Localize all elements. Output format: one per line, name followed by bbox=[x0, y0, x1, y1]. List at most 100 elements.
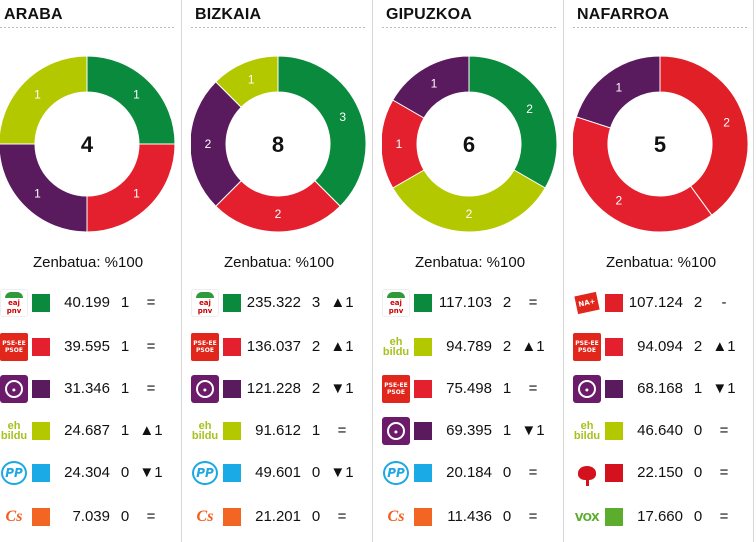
party-result-row: ● 121.228 2 ▼1 bbox=[191, 374, 374, 404]
party-result-row: eh bildu 91.612 1 = bbox=[191, 416, 374, 446]
party-color-swatch bbox=[32, 338, 50, 356]
seat-change: = bbox=[146, 294, 156, 311]
seat-change: = bbox=[528, 380, 538, 397]
party-result-row: PSE-EE PSOE 136.037 2 ▲1 bbox=[191, 332, 374, 362]
vote-count: 117.103 bbox=[438, 294, 492, 311]
counted-percentage: Zenbatua: %100 bbox=[223, 254, 335, 271]
seat-count: 1 bbox=[120, 338, 130, 355]
pp-logo: PP bbox=[382, 459, 410, 487]
party-result-row: VOX 17.660 0 = bbox=[573, 502, 756, 532]
donut-slice bbox=[659, 56, 749, 216]
seat-count: 2 bbox=[311, 380, 321, 397]
total-seats-label: 5 bbox=[654, 132, 666, 157]
pse-logo-part: PSOE bbox=[387, 389, 405, 396]
pp-logo: PP bbox=[191, 459, 219, 487]
pnv-logo-part: eaj bbox=[199, 298, 211, 307]
seat-count: 0 bbox=[311, 508, 321, 525]
podemos-logo-part: ● bbox=[5, 380, 23, 398]
pse-logo-part: PSE-EE bbox=[193, 340, 217, 347]
pnv-logo-part bbox=[5, 291, 23, 298]
seat-change: ▼1 bbox=[139, 464, 163, 481]
vote-count: 121.228 bbox=[246, 380, 301, 397]
seat-count: 1 bbox=[693, 380, 703, 397]
slice-seat-label: 2 bbox=[526, 102, 533, 116]
donut-slice bbox=[191, 81, 242, 207]
party-color-swatch bbox=[223, 508, 241, 526]
bildu-logo-part: eh bbox=[580, 420, 594, 432]
seat-count: 1 bbox=[120, 294, 130, 311]
party-color-swatch bbox=[605, 338, 623, 356]
seat-change: = bbox=[146, 338, 156, 355]
pnv-logo: eaj pnv bbox=[0, 289, 28, 317]
party-result-row: Cs 7.039 0 = bbox=[0, 502, 183, 532]
seat-count: 0 bbox=[502, 508, 512, 525]
slice-seat-label: 1 bbox=[616, 80, 623, 94]
party-result-row: PSE-EE PSOE 39.595 1 = bbox=[0, 332, 183, 362]
party-color-swatch bbox=[32, 508, 50, 526]
vote-count: 49.601 bbox=[255, 464, 301, 481]
bildu-logo-part: eh bbox=[198, 420, 212, 432]
pp-logo-part: PP bbox=[1, 461, 27, 485]
donut-slice bbox=[392, 56, 470, 119]
pse-logo-part: PSOE bbox=[5, 347, 23, 354]
title-underline bbox=[0, 27, 176, 28]
seat-donut-chart: 3 2 2 1 8 bbox=[191, 56, 367, 233]
pp-logo-part: PP bbox=[192, 461, 218, 485]
seat-change: ▼1 bbox=[330, 380, 354, 397]
party-color-swatch bbox=[414, 422, 432, 440]
seat-change: = bbox=[719, 422, 729, 439]
vote-count: 21.201 bbox=[255, 508, 301, 525]
slice-seat-label: 2 bbox=[205, 137, 212, 151]
seat-change: = bbox=[719, 508, 729, 525]
donut-slice bbox=[468, 56, 558, 189]
region-panel: NAFARROA 2 2 1 5 Zenbatua: %100 NA+ 107.124 2 - PS… bbox=[573, 0, 756, 542]
donut-slice bbox=[0, 56, 88, 145]
counted-percentage: Zenbatua: %100 bbox=[605, 254, 717, 271]
party-result-row: ● 69.395 1 ▼1 bbox=[382, 416, 565, 446]
party-color-swatch bbox=[32, 422, 50, 440]
party-result-row: PP 49.601 0 ▼1 bbox=[191, 458, 374, 488]
seat-count: 1 bbox=[120, 380, 130, 397]
pp-logo: PP bbox=[0, 459, 28, 487]
seat-count: 0 bbox=[120, 508, 130, 525]
party-color-swatch bbox=[414, 380, 432, 398]
party-color-swatch bbox=[414, 338, 432, 356]
seat-change: ▼1 bbox=[712, 380, 736, 397]
pnv-logo-part: pnv bbox=[6, 306, 22, 315]
party-result-row: eaj pnv 117.103 2 = bbox=[382, 288, 565, 318]
seat-change: ▼1 bbox=[330, 464, 354, 481]
slice-seat-label: 1 bbox=[133, 186, 140, 200]
pnv-logo: eaj pnv bbox=[382, 289, 410, 317]
cs-logo: Cs bbox=[0, 503, 28, 531]
slice-seat-label: 2 bbox=[723, 115, 730, 129]
seat-count: 1 bbox=[502, 422, 512, 439]
party-color-swatch bbox=[605, 508, 623, 526]
cs-logo-part: Cs bbox=[5, 508, 23, 525]
pnv-logo-part: eaj bbox=[8, 298, 20, 307]
party-color-swatch bbox=[32, 380, 50, 398]
podemos-logo: ● bbox=[191, 375, 219, 403]
slice-seat-label: 1 bbox=[34, 186, 41, 200]
bildu-logo-part: bildu bbox=[191, 430, 219, 442]
seat-count: 0 bbox=[502, 464, 512, 481]
seat-count: 0 bbox=[693, 464, 703, 481]
slice-seat-label: 1 bbox=[431, 76, 438, 90]
pnv-logo-part bbox=[196, 291, 214, 298]
seat-change: ▼1 bbox=[521, 422, 545, 439]
seat-count: 2 bbox=[502, 294, 512, 311]
slice-seat-label: 2 bbox=[466, 207, 473, 221]
vote-count: 31.346 bbox=[64, 380, 110, 397]
vote-count: 69.395 bbox=[446, 422, 492, 439]
bildu-logo: eh bildu bbox=[191, 417, 219, 445]
bildu-logo: eh bildu bbox=[0, 417, 28, 445]
bildu-logo-part: eh bbox=[7, 420, 21, 432]
bildu-logo: eh bildu bbox=[382, 333, 410, 361]
seat-count: 2 bbox=[693, 294, 703, 311]
pnv-logo-part: eaj bbox=[390, 298, 402, 307]
vote-count: 24.687 bbox=[64, 422, 110, 439]
region-title: ARABA bbox=[4, 6, 63, 23]
party-result-row: 22.150 0 = bbox=[573, 458, 756, 488]
counted-percentage: Zenbatua: %100 bbox=[32, 254, 144, 271]
party-result-row: PSE-EE PSOE 75.498 1 = bbox=[382, 374, 565, 404]
party-color-swatch bbox=[414, 464, 432, 482]
